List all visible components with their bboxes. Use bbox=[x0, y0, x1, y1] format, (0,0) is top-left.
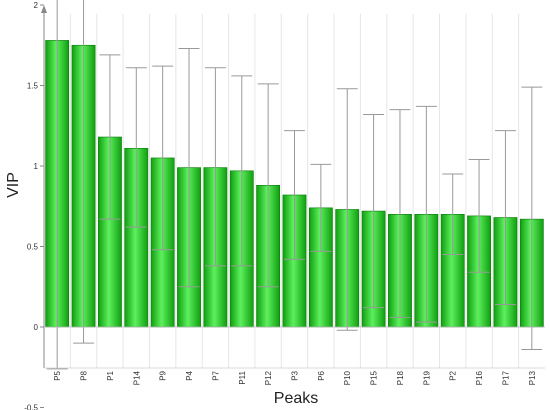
x-tick-label: P19 bbox=[422, 370, 431, 385]
x-tick-label: P18 bbox=[396, 370, 405, 385]
y-tick-label: 0.5 bbox=[27, 243, 39, 252]
y-axis-title: VIP bbox=[5, 172, 22, 198]
y-tick-label: 0 bbox=[34, 323, 39, 332]
x-tick-label: P17 bbox=[501, 370, 510, 385]
axes bbox=[40, 4, 545, 408]
x-tick-label: P14 bbox=[132, 370, 141, 385]
x-tick-label: P4 bbox=[185, 370, 194, 380]
y-tick-label: -0.5 bbox=[24, 404, 38, 410]
x-tick-label: P5 bbox=[53, 370, 62, 380]
x-tick-label: P10 bbox=[343, 370, 352, 385]
y-tick-label: 2 bbox=[34, 1, 39, 10]
error-bars bbox=[46, 0, 543, 370]
y-tick-label: 1.5 bbox=[27, 82, 39, 91]
x-tick-label: P13 bbox=[528, 370, 537, 385]
x-tick-label: P2 bbox=[449, 370, 458, 380]
y-tick-label: 1 bbox=[34, 162, 39, 171]
x-tick-label: P3 bbox=[291, 370, 300, 380]
x-tick-label: P8 bbox=[80, 370, 89, 380]
x-tick-label: P6 bbox=[317, 370, 326, 380]
grid-lines bbox=[69, 14, 520, 368]
x-tick-label: P11 bbox=[238, 370, 247, 384]
x-tick-label: P9 bbox=[159, 370, 168, 380]
x-tick-label: P15 bbox=[370, 370, 379, 385]
x-axis-title: Peaks bbox=[274, 390, 318, 407]
x-tick-label: P12 bbox=[264, 370, 273, 385]
x-tick-label: P1 bbox=[106, 370, 115, 380]
x-tick-label: P7 bbox=[211, 370, 220, 380]
y-axis-arrow-icon bbox=[41, 5, 47, 13]
tick-labels: P5 P8 P1 P14 P9 P4 P7 P11 P12 P3 P6 P10 P15 P18 P19 P2 P… bbox=[24, 1, 537, 410]
x-tick-label: P16 bbox=[475, 370, 484, 385]
